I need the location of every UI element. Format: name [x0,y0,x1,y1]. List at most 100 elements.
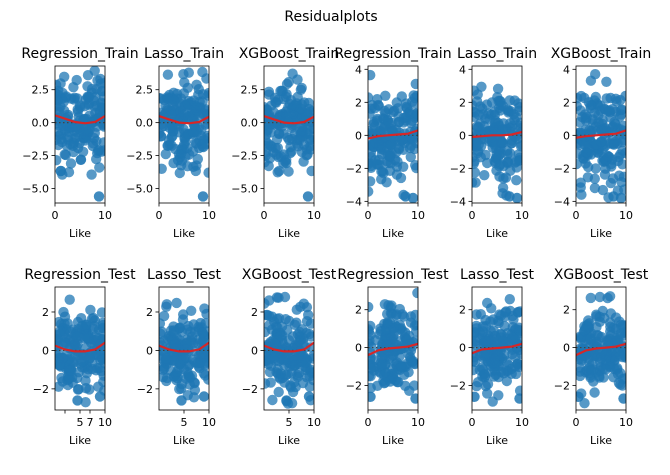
lowess-line [576,342,626,357]
lowess-line [55,114,105,125]
outlier-point [198,391,209,402]
x-tick-label: 0 [365,209,372,222]
residual-point [409,320,418,331]
residual-point [577,111,588,123]
residual-point [85,304,96,316]
residual-point [174,167,185,179]
residual-point [472,356,479,367]
y-tick-label: 2 [459,96,466,109]
lowess-line [472,130,522,139]
residual-point [610,118,621,130]
residual-point [589,173,600,184]
y-tick-label: −2 [554,162,570,175]
residual-point [400,98,412,109]
residual-point [264,153,276,164]
residual-point [472,339,481,350]
residual-point [63,167,75,178]
residual-point [161,301,172,312]
residual-point [478,109,489,120]
residual-point [478,121,490,132]
residual-point [401,335,413,346]
residual-point [91,153,102,165]
residual-point [602,292,613,304]
y-tick-label: 2.5 [241,84,259,97]
residual-point [190,137,201,148]
residual-point [55,333,63,345]
residual-point [583,161,594,173]
lowess-line [264,115,314,125]
residual-point [474,364,486,376]
residual-point [506,135,517,146]
residual-point [397,135,408,146]
residual-point [619,350,626,362]
residual-point [379,377,391,388]
residual-point [610,93,621,105]
subplot-12: 0 10 −2 0 2 Like XGBoost_Test [554,267,649,447]
residual-point [581,146,592,158]
residual-point [589,387,600,398]
residual-point [168,327,180,338]
residual-point [200,370,209,381]
residual-point [386,332,397,344]
residual-point [179,109,191,121]
residual-point [55,325,66,337]
residual-point [292,371,303,383]
residual-point [504,294,515,305]
residual-point [412,287,418,299]
y-tick-label: 0 [563,129,570,142]
residual-point [64,294,75,305]
y-tick-label: 0.0 [32,117,50,130]
subplot-title: Regression_Train [21,46,138,62]
residual-point [508,109,519,120]
x-tick-label: 0 [52,209,59,222]
y-tick-label: −2.5 [126,150,153,163]
residual-point [272,167,283,178]
y-tick-label: −2 [554,379,570,392]
outlier-point [576,391,584,402]
subplot-title: Lasso_Test [147,267,222,283]
plot-area [576,69,626,203]
plot-area [55,66,105,202]
plot-area [264,291,314,409]
residual-point [303,97,314,109]
outlier-point [303,391,314,402]
outlier-point [511,192,522,203]
outlier-point [410,393,418,404]
outlier-point [302,191,314,202]
residual-point [55,347,64,358]
y-tick-label: 2 [459,304,466,317]
residual-point [160,354,171,366]
residual-point [368,301,374,313]
residual-point [505,305,516,317]
residual-point [497,137,508,148]
residual-point [576,90,587,102]
residual-point [487,396,498,407]
residual-point [491,165,502,176]
residual-point [376,352,387,364]
residual-point [479,170,490,181]
residual-point [472,107,480,118]
x-tick-label: 10 [98,209,112,222]
y-tick-label: 0.0 [241,117,259,130]
residual-point [599,169,611,180]
residual-point [386,139,397,150]
subplot-1: 0 10 −5.0 −2.5 0.0 2.5 Like Regression_Train [21,46,138,240]
residual-point [590,91,601,103]
residual-point [284,315,295,327]
y-tick-label: 2 [563,304,570,317]
y-tick-label: 0 [251,344,258,357]
residual-point [203,87,209,99]
residual-point [514,306,522,317]
y-tick-label: 2.5 [136,84,154,97]
residual-point [398,161,409,172]
x-tick-label: 5 [77,416,84,429]
residual-point [62,318,73,329]
residual-point [62,379,74,391]
residual-point [178,309,189,320]
residual-point [94,162,105,173]
residual-point [398,144,409,155]
y-tick-label: −2.5 [231,150,258,163]
residual-point [84,352,95,364]
x-tick-label: 0 [573,209,580,222]
residual-point [278,128,289,139]
